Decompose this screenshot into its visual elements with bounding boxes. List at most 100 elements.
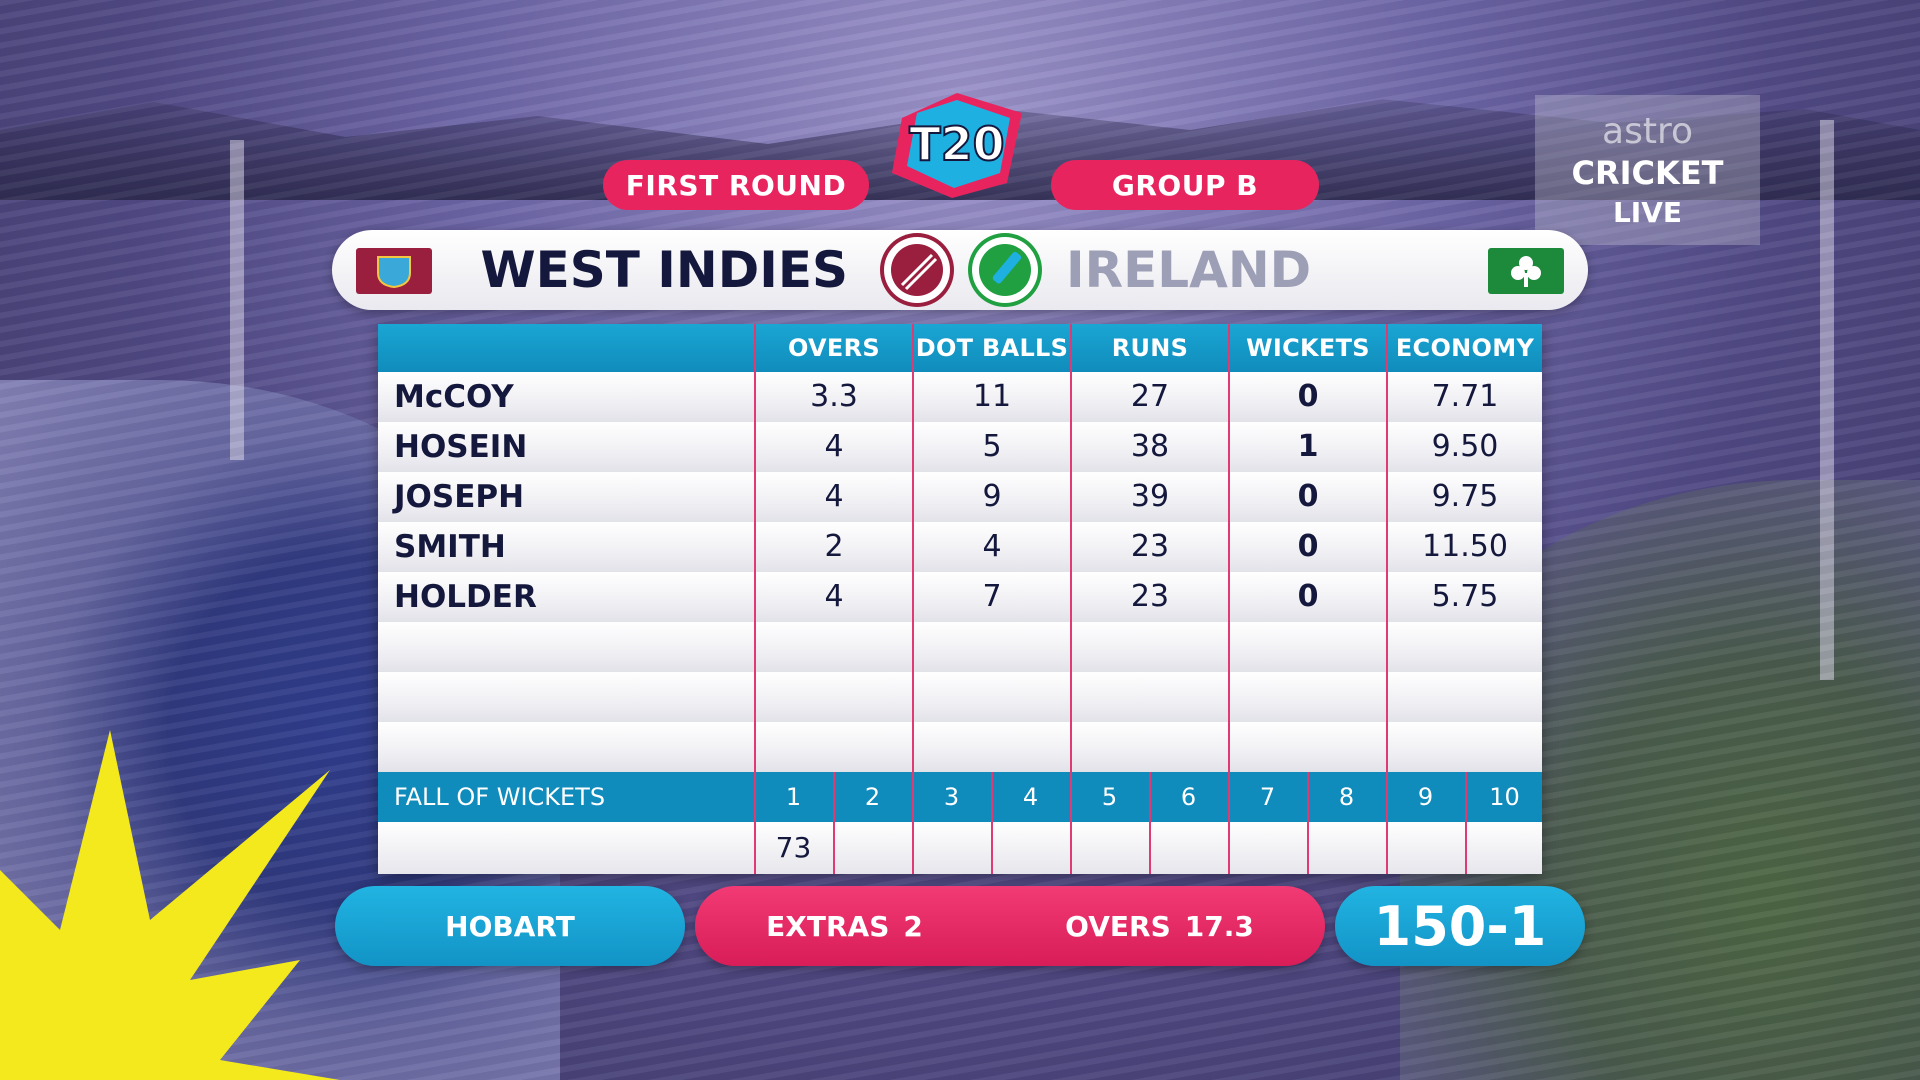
empty-table-row (378, 672, 1542, 722)
floodlight-tower (1820, 120, 1834, 680)
wicket-score (833, 822, 912, 874)
wicket-number: 2 (864, 783, 881, 811)
wickets-value: 1 (1297, 429, 1319, 464)
fall-of-wickets-label: FALL OF WICKETS (394, 783, 606, 811)
wicket-number: 5 (1101, 783, 1118, 811)
wicket-score (912, 822, 991, 874)
runs-value: 39 (1130, 479, 1170, 514)
empty-table-row (378, 722, 1542, 772)
economy-value: 9.50 (1431, 429, 1499, 464)
dot-balls-value: 11 (972, 379, 1012, 414)
table-header: OVERS DOT BALLS RUNS WICKETS ECONOMY (378, 324, 1542, 372)
total-score-pill: 150-1 (1335, 886, 1585, 966)
yellow-burst-graphic (0, 730, 340, 1080)
extras-overs-pill: EXTRAS 2 OVERS 17.3 (695, 886, 1325, 966)
wicket-number: 4 (1022, 783, 1039, 811)
broadcaster-watermark: astro CRICKET LIVE (1535, 95, 1760, 245)
wicket-score (1386, 822, 1465, 874)
column-header-overs: OVERS (788, 334, 880, 362)
teams-bar: WEST INDIES IRELAND (332, 230, 1588, 310)
dot-balls-value: 7 (982, 579, 1002, 614)
table-row: HOLDER 4 7 23 0 5.75 (378, 572, 1542, 622)
wicket-score (1465, 822, 1544, 874)
column-header-dot-balls: DOT BALLS (915, 334, 1069, 362)
column-divider (1070, 772, 1072, 874)
column-divider (1307, 772, 1309, 874)
t20-world-cup-logo: T20 (892, 93, 1022, 198)
overs-value: 4 (824, 579, 844, 614)
column-header-economy: ECONOMY (1395, 334, 1535, 362)
table-row: McCOY 3.3 11 27 0 7.71 (378, 372, 1542, 422)
fall-of-wickets-values: 73 (378, 822, 1542, 874)
column-divider (833, 772, 835, 874)
wicket-number: 3 (943, 783, 960, 811)
column-divider (1386, 324, 1388, 772)
wicket-score (991, 822, 1070, 874)
bowler-name: SMITH (394, 529, 506, 565)
column-divider (1070, 324, 1072, 772)
wickets-value: 0 (1297, 479, 1319, 514)
broadcaster-brand: astro (1602, 111, 1693, 152)
dot-balls-value: 9 (982, 479, 1002, 514)
overs-value: 3.3 (810, 379, 858, 414)
extras-group: EXTRAS 2 (766, 910, 923, 943)
bowler-name: McCOY (394, 379, 514, 415)
svg-text:T20: T20 (909, 117, 1004, 171)
economy-value: 5.75 (1431, 579, 1499, 614)
wickets-value: 0 (1297, 579, 1319, 614)
bowler-name: JOSEPH (394, 479, 525, 515)
west-indies-flag-icon (356, 248, 432, 294)
dot-balls-value: 5 (982, 429, 1002, 464)
wicket-score (1149, 822, 1228, 874)
column-divider (754, 772, 756, 874)
wicket-number: 1 (785, 783, 802, 811)
table-row: HOSEIN 4 5 38 1 9.50 (378, 422, 1542, 472)
column-header-wickets: WICKETS (1246, 334, 1370, 362)
cricket-bat-icon (968, 233, 1042, 307)
ireland-flag-icon (1488, 248, 1564, 294)
extras-label: EXTRAS (766, 909, 890, 943)
column-divider (991, 772, 993, 874)
bowler-name: HOSEIN (394, 429, 528, 465)
overs-value: 4 (824, 479, 844, 514)
venue-pill: HOBART (335, 886, 685, 966)
bowling-team-name: IRELAND (1066, 241, 1312, 299)
wicket-score (1070, 822, 1149, 874)
column-divider (1228, 772, 1230, 874)
overs-group: OVERS 17.3 (1065, 910, 1254, 943)
empty-table-row (378, 622, 1542, 672)
wicket-number: 10 (1489, 783, 1520, 811)
column-divider (1228, 324, 1230, 772)
overs-value: 17.3 (1184, 909, 1254, 943)
economy-value: 11.50 (1422, 529, 1508, 564)
fall-of-wickets-header: FALL OF WICKETS 1 2 3 4 5 6 7 8 9 10 (378, 772, 1542, 822)
economy-value: 7.71 (1431, 379, 1499, 414)
dot-balls-value: 4 (982, 529, 1002, 564)
wicket-number: 8 (1338, 783, 1355, 811)
runs-value: 23 (1130, 579, 1170, 614)
table-row: SMITH 2 4 23 0 11.50 (378, 522, 1542, 572)
runs-value: 27 (1130, 379, 1170, 414)
wicket-score (1307, 822, 1386, 874)
wicket-number: 6 (1180, 783, 1197, 811)
runs-value: 23 (1130, 529, 1170, 564)
overs-value: 4 (824, 429, 844, 464)
floodlight-tower (230, 140, 244, 460)
wicket-number: 9 (1417, 783, 1434, 811)
bowler-name: HOLDER (394, 579, 537, 615)
column-header-runs: RUNS (1111, 334, 1189, 362)
wickets-value: 0 (1297, 379, 1319, 414)
column-divider (1386, 772, 1388, 874)
wicket-number: 7 (1259, 783, 1276, 811)
broadcaster-channel: CRICKET (1571, 154, 1724, 192)
wicket-score: 73 (775, 831, 812, 864)
column-divider (912, 324, 914, 772)
economy-value: 9.75 (1431, 479, 1499, 514)
table-row: JOSEPH 4 9 39 0 9.75 (378, 472, 1542, 522)
column-divider (912, 772, 914, 874)
wicket-score (1228, 822, 1307, 874)
overs-label: OVERS (1065, 909, 1171, 943)
group-pill: GROUP B (1051, 160, 1319, 210)
wickets-value: 0 (1297, 529, 1319, 564)
batting-team-name: WEST INDIES (480, 241, 848, 299)
